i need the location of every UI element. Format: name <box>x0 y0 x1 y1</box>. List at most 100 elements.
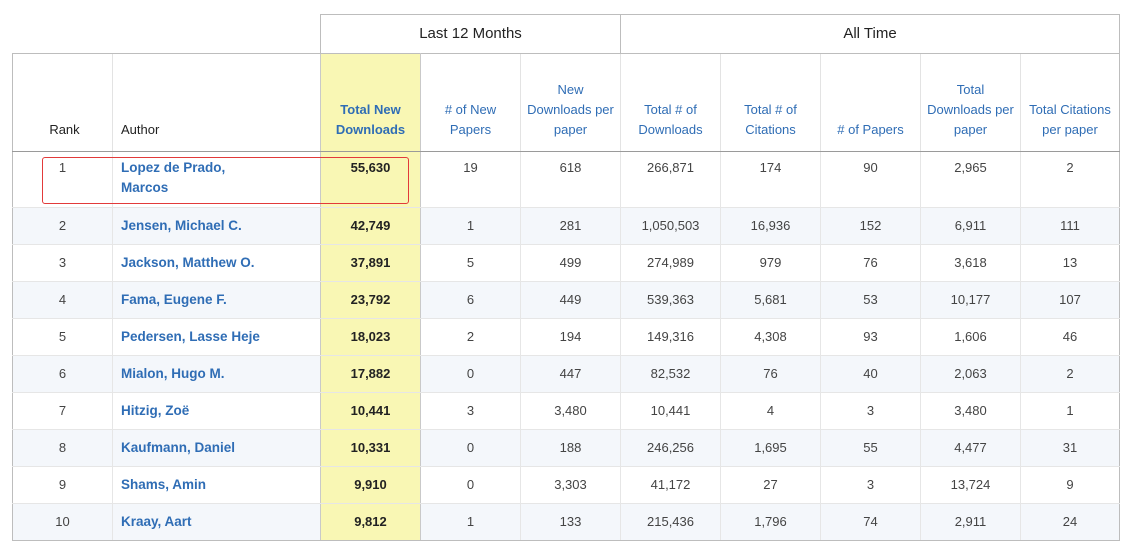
cell-total-new-downloads: 10,331 <box>320 429 421 467</box>
cell-new-papers: 5 <box>420 244 521 282</box>
table-row: 6 Mialon, Hugo M. 17,882 0 447 82,532 76… <box>12 355 1120 393</box>
col-header-total-downloads[interactable]: Total # of Downloads <box>620 53 721 152</box>
cell-author: Mialon, Hugo M. <box>112 355 321 393</box>
author-link[interactable]: Jensen, Michael C. <box>121 218 242 233</box>
author-link[interactable]: Kraay, Aart <box>121 514 192 529</box>
cell-total-downloads: 149,316 <box>620 318 721 356</box>
cell-new-papers: 6 <box>420 281 521 319</box>
col-header-new-papers[interactable]: # of New Papers <box>420 53 521 152</box>
cell-new-papers: 0 <box>420 429 521 467</box>
cell-new-papers: 0 <box>420 466 521 504</box>
cell-total-citations-per-paper: 9 <box>1020 466 1120 504</box>
author-link[interactable]: Jackson, Matthew O. <box>121 255 255 270</box>
group-header-row: Last 12 Months All Time <box>12 14 1120 54</box>
cell-total-downloads: 266,871 <box>620 151 721 208</box>
col-header-total-citations-per-paper[interactable]: Total Citations per paper <box>1020 53 1120 152</box>
cell-rank: 7 <box>12 392 113 430</box>
group-header-last-12-months: Last 12 Months <box>320 14 621 54</box>
cell-total-downloads: 41,172 <box>620 466 721 504</box>
cell-total-citations-per-paper: 24 <box>1020 503 1120 541</box>
group-header-blank <box>12 14 321 54</box>
cell-papers: 152 <box>820 207 921 245</box>
cell-new-downloads-per-paper: 188 <box>520 429 621 467</box>
cell-new-papers: 19 <box>420 151 521 208</box>
cell-total-citations: 4 <box>720 392 821 430</box>
table-row: 10 Kraay, Aart 9,812 1 133 215,436 1,796… <box>12 503 1120 541</box>
cell-new-downloads-per-paper: 3,303 <box>520 466 621 504</box>
author-link[interactable]: Fama, Eugene F. <box>121 292 227 307</box>
group-header-all-time: All Time <box>620 14 1120 54</box>
col-header-total-citations[interactable]: Total # of Citations <box>720 53 821 152</box>
cell-new-papers: 2 <box>420 318 521 356</box>
author-link[interactable]: Shams, Amin <box>121 477 207 492</box>
cell-total-downloads-per-paper: 6,911 <box>920 207 1021 245</box>
cell-rank: 10 <box>12 503 113 541</box>
cell-papers: 53 <box>820 281 921 319</box>
cell-total-new-downloads: 9,910 <box>320 466 421 504</box>
cell-new-downloads-per-paper: 618 <box>520 151 621 208</box>
cell-papers: 93 <box>820 318 921 356</box>
cell-rank: 6 <box>12 355 113 393</box>
cell-total-citations-per-paper: 2 <box>1020 151 1120 208</box>
author-link[interactable]: Mialon, Hugo M. <box>121 366 225 381</box>
col-header-papers[interactable]: # of Papers <box>820 53 921 152</box>
cell-new-downloads-per-paper: 133 <box>520 503 621 541</box>
cell-author: Fama, Eugene F. <box>112 281 321 319</box>
cell-new-downloads-per-paper: 447 <box>520 355 621 393</box>
cell-total-citations: 1,796 <box>720 503 821 541</box>
cell-total-downloads: 246,256 <box>620 429 721 467</box>
cell-total-citations-per-paper: 107 <box>1020 281 1120 319</box>
table-row: 7 Hitzig, Zoë 10,441 3 3,480 10,441 4 3 … <box>12 392 1120 430</box>
cell-author: Pedersen, Lasse Heje <box>112 318 321 356</box>
table-row: 4 Fama, Eugene F. 23,792 6 449 539,363 5… <box>12 281 1120 319</box>
cell-rank: 9 <box>12 466 113 504</box>
cell-author: Jackson, Matthew O. <box>112 244 321 282</box>
cell-total-new-downloads: 18,023 <box>320 318 421 356</box>
col-header-new-downloads-per-paper[interactable]: New Downloads per paper <box>520 53 621 152</box>
cell-total-downloads-per-paper: 13,724 <box>920 466 1021 504</box>
table-row: 5 Pedersen, Lasse Heje 18,023 2 194 149,… <box>12 318 1120 356</box>
cell-total-downloads: 274,989 <box>620 244 721 282</box>
cell-new-papers: 1 <box>420 207 521 245</box>
cell-rank: 1 <box>12 151 113 208</box>
cell-total-downloads-per-paper: 2,063 <box>920 355 1021 393</box>
table-row: 9 Shams, Amin 9,910 0 3,303 41,172 27 3 … <box>12 466 1120 504</box>
author-link[interactable]: Hitzig, Zoë <box>121 403 190 418</box>
table-row: 2 Jensen, Michael C. 42,749 1 281 1,050,… <box>12 207 1120 245</box>
cell-total-citations: 1,695 <box>720 429 821 467</box>
cell-total-downloads-per-paper: 1,606 <box>920 318 1021 356</box>
cell-total-new-downloads: 42,749 <box>320 207 421 245</box>
cell-total-citations: 76 <box>720 355 821 393</box>
cell-papers: 3 <box>820 466 921 504</box>
cell-author: Hitzig, Zoë <box>112 392 321 430</box>
cell-total-citations-per-paper: 111 <box>1020 207 1120 245</box>
cell-rank: 3 <box>12 244 113 282</box>
col-header-author[interactable]: Author <box>112 53 321 152</box>
cell-rank: 4 <box>12 281 113 319</box>
cell-total-downloads-per-paper: 10,177 <box>920 281 1021 319</box>
ranking-table-container: Last 12 Months All Time Rank Author Tota… <box>12 14 1120 541</box>
col-header-total-new-downloads[interactable]: Total New Downloads <box>320 53 421 152</box>
cell-new-downloads-per-paper: 281 <box>520 207 621 245</box>
cell-rank: 5 <box>12 318 113 356</box>
cell-total-citations: 174 <box>720 151 821 208</box>
col-header-rank[interactable]: Rank <box>12 53 113 152</box>
cell-total-new-downloads: 17,882 <box>320 355 421 393</box>
cell-total-downloads: 82,532 <box>620 355 721 393</box>
author-link[interactable]: Lopez de Prado, Marcos <box>121 160 226 195</box>
col-header-total-downloads-per-paper[interactable]: Total Downloads per paper <box>920 53 1021 152</box>
author-link[interactable]: Pedersen, Lasse Heje <box>121 329 260 344</box>
cell-total-downloads-per-paper: 2,965 <box>920 151 1021 208</box>
cell-rank: 8 <box>12 429 113 467</box>
cell-papers: 40 <box>820 355 921 393</box>
table-row: 3 Jackson, Matthew O. 37,891 5 499 274,9… <box>12 244 1120 282</box>
cell-total-citations-per-paper: 46 <box>1020 318 1120 356</box>
cell-total-downloads-per-paper: 4,477 <box>920 429 1021 467</box>
cell-papers: 3 <box>820 392 921 430</box>
cell-total-citations: 979 <box>720 244 821 282</box>
cell-total-downloads: 539,363 <box>620 281 721 319</box>
cell-papers: 90 <box>820 151 921 208</box>
cell-author: Kaufmann, Daniel <box>112 429 321 467</box>
cell-total-citations: 4,308 <box>720 318 821 356</box>
author-link[interactable]: Kaufmann, Daniel <box>121 440 236 455</box>
